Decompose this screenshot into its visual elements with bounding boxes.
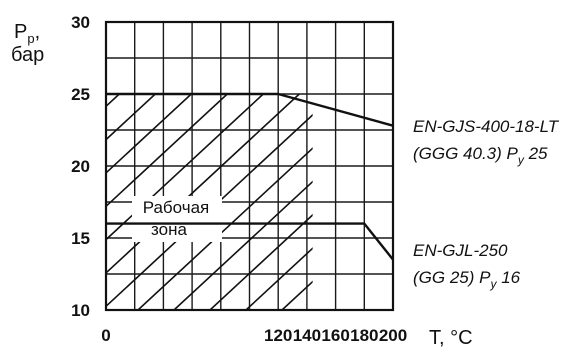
series-label-ggg40-line2-tail: 25 — [524, 144, 548, 163]
hatch-line — [106, 94, 120, 108]
zone-label-line1: Рабочая — [143, 198, 210, 217]
y-axis-title-suffix: , — [35, 21, 41, 43]
series-line-0 — [106, 92, 394, 127]
hatch-line — [106, 94, 228, 208]
hatch-line — [0, 94, 47, 310]
x-tick-labels: 0 120 140 160 180 200 — [101, 326, 407, 345]
y-tick-label: 15 — [71, 229, 90, 248]
hatch-line — [137, 147, 313, 310]
x-tick-label: 180 — [350, 326, 378, 345]
x-tick-label: 200 — [379, 326, 407, 345]
series-line-1 — [106, 222, 394, 261]
series-label-gg25-line2-sub: y — [489, 277, 497, 291]
x-tick-label: 0 — [101, 326, 110, 345]
series-label-ggg40-line2-main: (GGG 40.3) P — [413, 144, 519, 163]
x-tick-label: 140 — [293, 326, 321, 345]
hatch-line — [173, 180, 313, 310]
x-tick-label: 120 — [264, 326, 292, 345]
zone-label-background — [132, 196, 222, 242]
x-axis-title: T, °C — [429, 327, 473, 349]
x-tick-label: 160 — [321, 326, 349, 345]
series-lines — [106, 92, 394, 261]
y-tick-label: 10 — [71, 301, 90, 320]
y-axis-title-sub: p — [27, 31, 34, 46]
plot-border — [104, 20, 395, 312]
y-tick-label: 30 — [71, 13, 90, 32]
series-label-ggg40-line1: EN-GJS-400-18-LT — [413, 117, 560, 136]
series-label-gg25-line2-main: (GG 25) P — [413, 268, 491, 287]
series-label-ggg40-line2-sub: y — [517, 153, 525, 167]
y-axis-title: Pp, — [14, 21, 40, 46]
series-label-ggg40-line2: (GGG 40.3) Py 25 — [413, 144, 548, 167]
hatch-line — [245, 247, 313, 310]
y-axis-title-main: P — [14, 21, 27, 43]
hatch-line — [0, 94, 83, 310]
y-tick-label: 25 — [71, 85, 90, 104]
y-axis-unit: бар — [11, 44, 44, 66]
hatch-line — [106, 94, 192, 175]
hatch-line — [209, 213, 313, 310]
y-tick-label: 20 — [71, 157, 90, 176]
hatch-line — [106, 94, 156, 141]
series-label-gg25-line1: EN-GJL-250 — [413, 241, 508, 260]
plot-frame — [104, 20, 395, 312]
hatch-line — [0, 94, 11, 310]
series-label-gg25-line2: (GG 25) Py 16 — [413, 268, 521, 291]
y-tick-labels: 10 15 20 25 30 — [71, 13, 90, 320]
series-label-gg25-line2-tail: 16 — [496, 268, 520, 287]
